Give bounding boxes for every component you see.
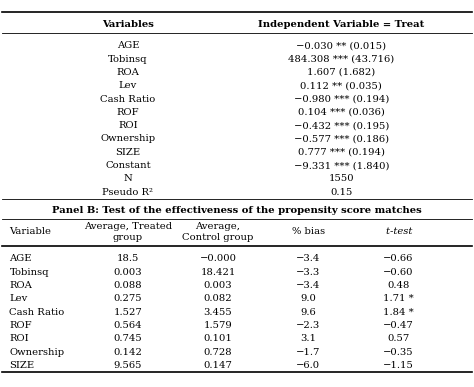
Text: −0.432 *** (0.195): −0.432 *** (0.195) xyxy=(293,121,389,130)
Text: 0.728: 0.728 xyxy=(204,348,232,356)
Text: group: group xyxy=(113,233,143,242)
Text: 9.0: 9.0 xyxy=(300,295,316,303)
Text: Panel B: Test of the effectiveness of the propensity score matches: Panel B: Test of the effectiveness of th… xyxy=(52,206,422,216)
Text: 0.48: 0.48 xyxy=(387,281,410,290)
Text: Control group: Control group xyxy=(182,233,254,242)
Text: Independent Variable = Treat: Independent Variable = Treat xyxy=(258,20,424,29)
Text: Tobinsq: Tobinsq xyxy=(108,55,148,64)
Text: 0.003: 0.003 xyxy=(204,281,232,290)
Text: % bias: % bias xyxy=(292,228,325,236)
Text: −0.60: −0.60 xyxy=(383,268,413,277)
Text: SIZE: SIZE xyxy=(9,361,35,370)
Text: 18.5: 18.5 xyxy=(117,255,139,264)
Text: −0.577 *** (0.186): −0.577 *** (0.186) xyxy=(294,134,389,144)
Text: 0.777 *** (0.194): 0.777 *** (0.194) xyxy=(298,148,385,157)
Text: −0.35: −0.35 xyxy=(383,348,413,356)
Text: −3.4: −3.4 xyxy=(296,281,320,290)
Text: 18.421: 18.421 xyxy=(201,268,236,277)
Text: SIZE: SIZE xyxy=(115,148,141,157)
Text: Cash Ratio: Cash Ratio xyxy=(9,308,65,317)
Text: −9.331 *** (1.840): −9.331 *** (1.840) xyxy=(293,161,389,170)
Text: Pseudo R²: Pseudo R² xyxy=(102,188,154,197)
Text: 484.308 *** (43.716): 484.308 *** (43.716) xyxy=(288,55,394,64)
Text: Average,: Average, xyxy=(196,223,240,231)
Text: 0.275: 0.275 xyxy=(114,295,142,303)
Text: ROI: ROI xyxy=(9,334,29,343)
Text: 3.455: 3.455 xyxy=(204,308,232,317)
Text: t-test: t-test xyxy=(384,228,412,236)
Text: Tobinsq: Tobinsq xyxy=(9,268,49,277)
Text: 1.84 *: 1.84 * xyxy=(383,308,413,317)
Text: 0.104 *** (0.036): 0.104 *** (0.036) xyxy=(298,108,385,117)
Text: −0.66: −0.66 xyxy=(383,255,413,264)
Text: 0.564: 0.564 xyxy=(114,321,142,330)
Text: AGE: AGE xyxy=(117,41,139,50)
Text: Variables: Variables xyxy=(102,20,154,29)
Text: Average, Treated: Average, Treated xyxy=(84,223,172,231)
Text: Ownership: Ownership xyxy=(100,134,155,144)
Text: 0.15: 0.15 xyxy=(330,188,353,197)
Text: Variable: Variable xyxy=(9,228,52,236)
Text: ROA: ROA xyxy=(117,68,139,77)
Text: 0.57: 0.57 xyxy=(387,334,409,343)
Text: −2.3: −2.3 xyxy=(296,321,320,330)
Text: −6.0: −6.0 xyxy=(296,361,320,370)
Text: −0.030 ** (0.015): −0.030 ** (0.015) xyxy=(296,41,386,50)
Text: 1.71 *: 1.71 * xyxy=(383,295,413,303)
Text: ROA: ROA xyxy=(9,281,32,290)
Text: Lev: Lev xyxy=(119,81,137,90)
Text: AGE: AGE xyxy=(9,255,32,264)
Text: 0.112 ** (0.035): 0.112 ** (0.035) xyxy=(301,81,382,90)
Text: Ownership: Ownership xyxy=(9,348,64,356)
Text: Cash Ratio: Cash Ratio xyxy=(100,94,155,104)
Text: 1.607 (1.682): 1.607 (1.682) xyxy=(307,68,375,77)
Text: 1.579: 1.579 xyxy=(204,321,232,330)
Text: 1550: 1550 xyxy=(328,175,354,183)
Text: ROF: ROF xyxy=(9,321,32,330)
Text: 0.082: 0.082 xyxy=(204,295,232,303)
Text: Lev: Lev xyxy=(9,295,28,303)
Text: −0.000: −0.000 xyxy=(200,255,237,264)
Text: 1.527: 1.527 xyxy=(114,308,142,317)
Text: N: N xyxy=(124,175,132,183)
Text: 9.565: 9.565 xyxy=(114,361,142,370)
Text: −3.4: −3.4 xyxy=(296,255,320,264)
Text: −1.15: −1.15 xyxy=(383,361,414,370)
Text: 0.003: 0.003 xyxy=(114,268,142,277)
Text: 0.142: 0.142 xyxy=(114,348,142,356)
Text: 0.745: 0.745 xyxy=(114,334,142,343)
Text: 9.6: 9.6 xyxy=(300,308,316,317)
Text: −1.7: −1.7 xyxy=(296,348,320,356)
Text: −3.3: −3.3 xyxy=(296,268,320,277)
Text: ROI: ROI xyxy=(118,121,138,130)
Text: 0.147: 0.147 xyxy=(204,361,232,370)
Text: Constant: Constant xyxy=(105,161,151,170)
Text: −0.980 *** (0.194): −0.980 *** (0.194) xyxy=(293,94,389,104)
Text: −0.47: −0.47 xyxy=(383,321,413,330)
Text: ROF: ROF xyxy=(117,108,139,117)
Text: 0.101: 0.101 xyxy=(204,334,232,343)
Text: 0.088: 0.088 xyxy=(114,281,142,290)
Text: 3.1: 3.1 xyxy=(300,334,316,343)
